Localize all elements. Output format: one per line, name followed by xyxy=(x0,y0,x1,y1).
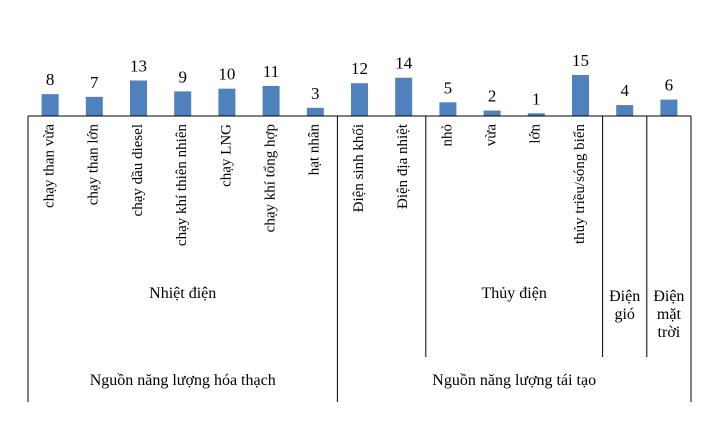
group-label-box: Nguồn năng lượng hóa thạch xyxy=(89,372,276,389)
bar xyxy=(41,94,59,116)
bar xyxy=(218,88,236,116)
group-label: Nguồn năng lượng tái tạo xyxy=(432,372,597,389)
value-label: 12 xyxy=(351,59,368,78)
bar xyxy=(262,85,280,116)
subgroup-label: Nhiệt điện xyxy=(149,285,217,302)
category-label: chạy khí tổng hợp xyxy=(263,124,279,232)
category-label: hạt nhân xyxy=(307,124,323,176)
bar xyxy=(395,77,413,116)
bar xyxy=(483,110,501,116)
value-label: 4 xyxy=(620,81,629,100)
value-label: 6 xyxy=(665,76,674,95)
subgroup-label: Điện gió xyxy=(609,288,641,323)
subgroup-label-box: Thủy điện xyxy=(481,285,547,302)
value-label: 14 xyxy=(395,54,413,73)
group-label-box: Nguồn năng lượng tái tạo xyxy=(432,372,597,389)
value-label: 3 xyxy=(311,84,320,103)
bar xyxy=(527,113,545,116)
category-label: chạy dầu diesel xyxy=(130,124,146,216)
category-label: chạy than vừa xyxy=(42,124,58,208)
subgroup-label: Điện mặt trời xyxy=(653,288,685,341)
value-label: 7 xyxy=(90,73,99,92)
value-label: 8 xyxy=(46,70,55,89)
category-label: vừa xyxy=(484,124,500,147)
bar xyxy=(439,102,457,116)
subgroup-label: Thủy điện xyxy=(481,285,547,302)
value-label: 13 xyxy=(130,56,147,75)
bar xyxy=(130,80,147,116)
category-label: chạy LNG xyxy=(218,124,234,187)
value-label: 2 xyxy=(488,87,497,106)
category-label: thủy triều/sóng biển xyxy=(572,124,588,244)
value-label: 5 xyxy=(444,78,453,97)
category-label: chạy than lớn xyxy=(86,124,102,206)
bar xyxy=(572,75,589,116)
subgroup-label-box: Nhiệt điện xyxy=(149,285,217,302)
value-label: 9 xyxy=(178,67,187,86)
category-label: chạy khí thiên nhiên xyxy=(174,124,190,247)
value-label: 1 xyxy=(532,89,541,108)
category-label: Điện địa nhiệt xyxy=(395,123,411,209)
bar xyxy=(351,83,368,116)
subgroup-label-box: Điện mặt trời xyxy=(653,288,685,341)
bar xyxy=(174,91,192,116)
bar xyxy=(306,107,324,116)
bar xyxy=(660,99,678,116)
value-label: 10 xyxy=(218,65,235,84)
bar xyxy=(616,105,634,116)
category-label: Điện sinh khối xyxy=(351,124,367,212)
category-label: nhỏ xyxy=(439,124,455,147)
group-label: Nguồn năng lượng hóa thạch xyxy=(89,372,276,389)
category-label: lớn xyxy=(528,124,544,144)
value-label: 15 xyxy=(572,51,589,70)
value-label: 11 xyxy=(263,62,279,81)
bar xyxy=(85,96,103,116)
subgroup-label-box: Điện gió xyxy=(609,288,641,323)
